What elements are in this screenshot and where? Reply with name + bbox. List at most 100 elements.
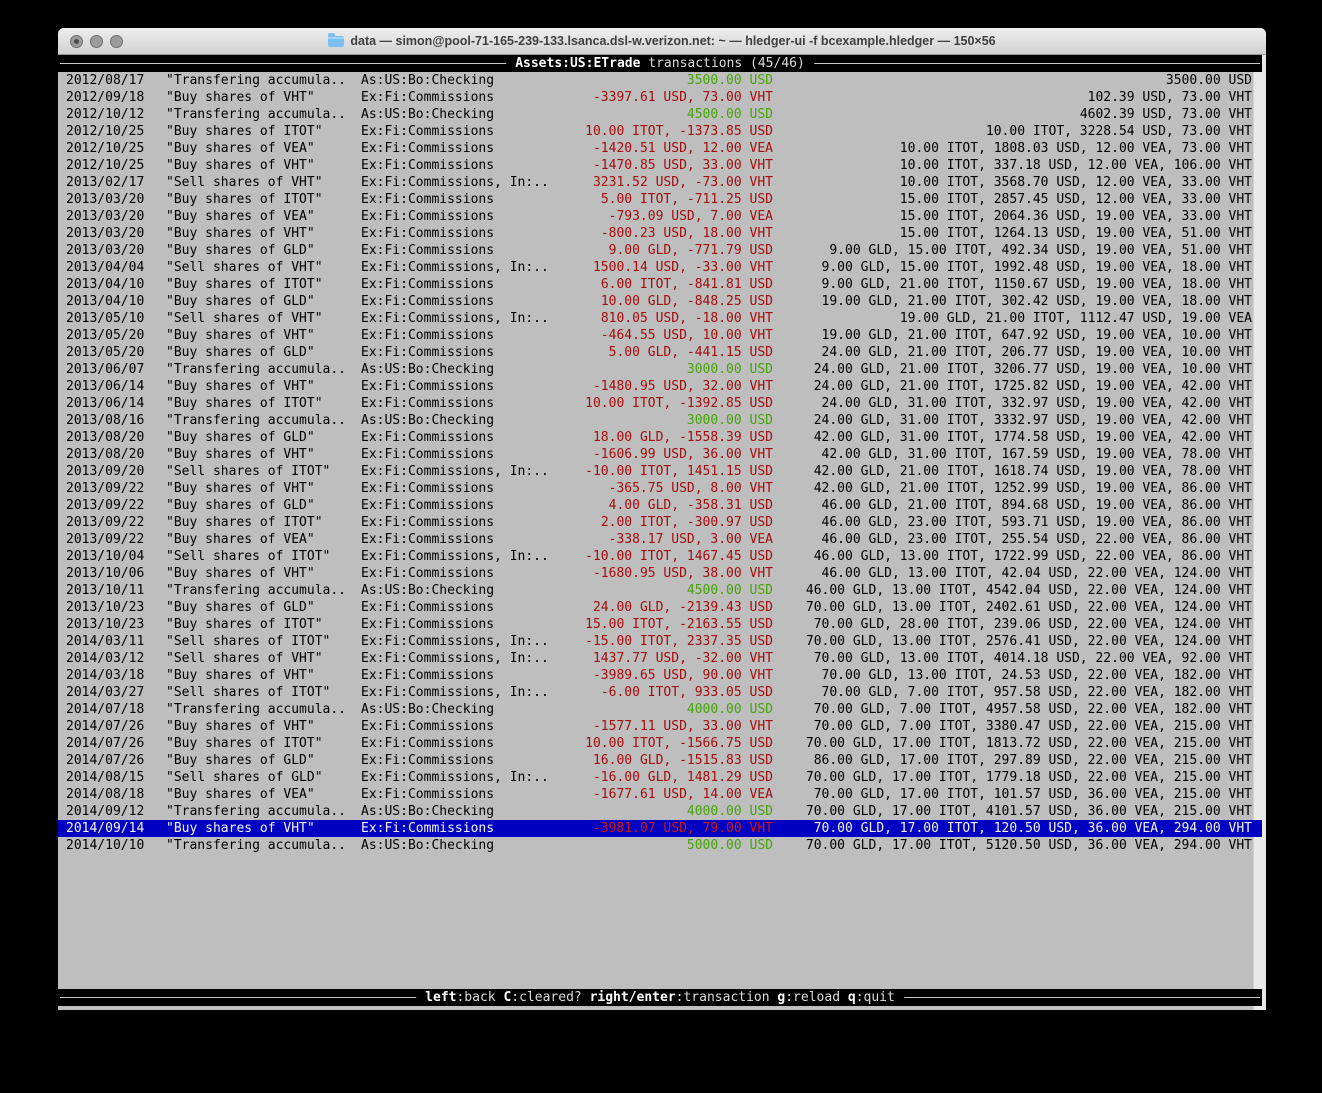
tx-change: 16.00 GLD, -1515.83 USD: [592, 753, 773, 768]
tx-change: 18.00 GLD, -1558.39 USD: [592, 430, 773, 445]
tx-description: "Sell shares of GLD": [166, 770, 323, 785]
window-titlebar[interactable]: data — simon@pool-71-165-239-133.lsanca.…: [58, 28, 1266, 55]
transaction-row[interactable]: 2013/09/22 "Buy shares of GLD" Ex:Fi:Commi…: [58, 497, 1262, 514]
tx-description: "Transfering accumula..: [166, 583, 347, 598]
tx-date: 2014/08/18: [66, 787, 145, 802]
transaction-row[interactable]: 2014/03/18 "Buy shares of VHT" Ex:Fi:Commi…: [58, 667, 1262, 684]
transaction-row[interactable]: 2012/09/18 "Buy shares of VHT" Ex:Fi:Commi…: [58, 89, 1262, 106]
transaction-row[interactable]: 2014/07/18 "Transfering accumula.. As:US:B…: [58, 701, 1262, 718]
tx-account: Ex:Fi:Commissions: [361, 141, 495, 156]
tx-balance: 4602.39 USD, 73.00 VHT: [1079, 107, 1252, 122]
transaction-row[interactable]: 2014/07/26 "Buy shares of VHT" Ex:Fi:Commi…: [58, 718, 1262, 735]
tx-change: 10.00 ITOT, -1373.85 USD: [585, 124, 773, 139]
transaction-row[interactable]: 2014/10/10 "Transfering accumula.. As:US:B…: [58, 837, 1262, 854]
transaction-row[interactable]: 2013/05/10 "Sell shares of VHT" Ex:Fi:Comm…: [58, 310, 1262, 327]
tx-date: 2013/06/14: [66, 396, 145, 411]
tx-description: "Buy shares of VHT": [166, 379, 315, 394]
transaction-row[interactable]: 2013/09/22 "Buy shares of VHT" Ex:Fi:Commi…: [58, 480, 1262, 497]
account-name: Assets:US:ETrade: [515, 56, 641, 71]
transaction-row[interactable]: 2013/06/07 "Transfering accumula.. As:US:B…: [58, 361, 1262, 378]
tx-account: Ex:Fi:Commissions, In:..: [361, 685, 549, 700]
transaction-row[interactable]: 2014/07/26 "Buy shares of GLD" Ex:Fi:Commi…: [58, 752, 1262, 769]
transaction-row[interactable]: 2013/10/23 "Buy shares of GLD" Ex:Fi:Commi…: [58, 599, 1262, 616]
transaction-row[interactable]: 2013/09/22 "Buy shares of ITOT" Ex:Fi:Comm…: [58, 514, 1262, 531]
transaction-row[interactable]: 2013/09/20 "Sell shares of ITOT" Ex:Fi:Com…: [58, 463, 1262, 480]
transaction-row[interactable]: 2013/05/20 "Buy shares of VHT" Ex:Fi:Commi…: [58, 327, 1262, 344]
tx-change: -793.09 USD, 7.00 VEA: [608, 209, 773, 224]
header-label: Assets:US:ETrade transactions (45/46): [506, 55, 814, 72]
tx-date: 2014/09/14: [66, 821, 145, 836]
transaction-row[interactable]: 2013/03/20 "Buy shares of GLD" Ex:Fi:Commi…: [58, 242, 1262, 259]
transaction-row[interactable]: 2013/10/23 "Buy shares of ITOT" Ex:Fi:Comm…: [58, 616, 1262, 633]
transaction-row[interactable]: 2012/08/17 "Transfering accumula.. As:US:B…: [58, 72, 1262, 89]
transaction-row[interactable]: 2013/03/20 "Buy shares of ITOT" Ex:Fi:Comm…: [58, 191, 1262, 208]
tx-date: 2013/09/22: [66, 515, 145, 530]
minimize-button[interactable]: [90, 34, 103, 48]
tx-balance: 46.00 GLD, 23.00 ITOT, 255.54 USD, 22.00…: [821, 532, 1252, 547]
tx-change: 4500.00 USD: [686, 107, 773, 122]
tx-change: -1677.61 USD, 14.00 VEA: [592, 787, 773, 802]
transaction-row[interactable]: 2014/03/11 "Sell shares of ITOT" Ex:Fi:Com…: [58, 633, 1262, 650]
transaction-row[interactable]: 2013/08/20 "Buy shares of GLD" Ex:Fi:Commi…: [58, 429, 1262, 446]
tx-change: -365.75 USD, 8.00 VHT: [608, 481, 773, 496]
transaction-row[interactable]: 2014/07/26 "Buy shares of ITOT" Ex:Fi:Comm…: [58, 735, 1262, 752]
scrollbar-track[interactable]: [1253, 55, 1266, 1010]
transaction-row[interactable]: 2013/08/20 "Buy shares of VHT" Ex:Fi:Commi…: [58, 446, 1262, 463]
transaction-row[interactable]: 2013/04/04 "Sell shares of VHT" Ex:Fi:Comm…: [58, 259, 1262, 276]
tx-date: 2013/02/17: [66, 175, 145, 190]
tx-account: As:US:Bo:Checking: [361, 107, 495, 122]
tx-account: Ex:Fi:Commissions: [361, 821, 495, 836]
tx-account: As:US:Bo:Checking: [361, 362, 495, 377]
traffic-lights: [70, 28, 123, 54]
transaction-row[interactable]: 2013/04/10 "Buy shares of GLD" Ex:Fi:Commi…: [58, 293, 1262, 310]
tx-account: Ex:Fi:Commissions: [361, 532, 495, 547]
transaction-row[interactable]: 2014/08/15 "Sell shares of GLD" Ex:Fi:Comm…: [58, 769, 1262, 786]
transaction-row[interactable]: 2014/03/12 "Sell shares of VHT" Ex:Fi:Comm…: [58, 650, 1262, 667]
transaction-row[interactable]: 2013/02/17 "Sell shares of VHT" Ex:Fi:Comm…: [58, 174, 1262, 191]
tx-date: 2012/10/12: [66, 107, 145, 122]
transaction-row[interactable]: 2013/05/20 "Buy shares of GLD" Ex:Fi:Commi…: [58, 344, 1262, 361]
transaction-row-selected[interactable]: 2014/09/14 "Buy shares of VHT" Ex:Fi:Commi…: [58, 820, 1262, 837]
tx-description: "Buy shares of VHT": [166, 821, 315, 836]
transaction-row[interactable]: 2014/08/18 "Buy shares of VEA" Ex:Fi:Commi…: [58, 786, 1262, 803]
key-hint-key: q: [847, 990, 856, 1005]
tx-account: Ex:Fi:Commissions, In:..: [361, 175, 549, 190]
zoom-button[interactable]: [110, 34, 123, 48]
tx-description: "Transfering accumula..: [166, 73, 347, 88]
tx-description: "Sell shares of ITOT": [166, 464, 331, 479]
transaction-row[interactable]: 2013/04/10 "Buy shares of ITOT" Ex:Fi:Comm…: [58, 276, 1262, 293]
close-button[interactable]: [70, 34, 83, 48]
transaction-row[interactable]: 2014/03/27 "Sell shares of ITOT" Ex:Fi:Com…: [58, 684, 1262, 701]
transaction-row[interactable]: 2013/06/14 "Buy shares of VHT" Ex:Fi:Commi…: [58, 378, 1262, 395]
tx-date: 2013/08/20: [66, 430, 145, 445]
transaction-row[interactable]: 2013/03/20 "Buy shares of VHT" Ex:Fi:Commi…: [58, 225, 1262, 242]
tx-account: Ex:Fi:Commissions: [361, 736, 495, 751]
tx-account: Ex:Fi:Commissions: [361, 498, 495, 513]
transaction-row[interactable]: 2013/10/04 "Sell shares of ITOT" Ex:Fi:Com…: [58, 548, 1262, 565]
transaction-row[interactable]: 2012/10/25 "Buy shares of ITOT" Ex:Fi:Comm…: [58, 123, 1262, 140]
tx-date: 2013/04/04: [66, 260, 145, 275]
transaction-row[interactable]: 2012/10/12 "Transfering accumula.. As:US:B…: [58, 106, 1262, 123]
tx-balance: 24.00 GLD, 31.00 ITOT, 3332.97 USD, 19.0…: [813, 413, 1252, 428]
transaction-row[interactable]: 2014/09/12 "Transfering accumula.. As:US:B…: [58, 803, 1262, 820]
tx-account: Ex:Fi:Commissions: [361, 430, 495, 445]
tx-description: "Transfering accumula..: [166, 362, 347, 377]
transaction-row[interactable]: 2013/03/20 "Buy shares of VEA" Ex:Fi:Commi…: [58, 208, 1262, 225]
tx-description: "Transfering accumula..: [166, 702, 347, 717]
transaction-row[interactable]: 2012/10/25 "Buy shares of VEA" Ex:Fi:Commi…: [58, 140, 1262, 157]
transaction-row[interactable]: 2013/06/14 "Buy shares of ITOT" Ex:Fi:Comm…: [58, 395, 1262, 412]
tx-description: "Buy shares of GLD": [166, 600, 315, 615]
transaction-row[interactable]: 2013/08/16 "Transfering accumula.. As:US:B…: [58, 412, 1262, 429]
tx-change: 9.00 GLD, -771.79 USD: [608, 243, 773, 258]
tx-description: "Buy shares of VEA": [166, 787, 315, 802]
transaction-row[interactable]: 2013/10/11 "Transfering accumula.. As:US:B…: [58, 582, 1262, 599]
tx-change: -15.00 ITOT, 2337.35 USD: [585, 634, 773, 649]
tx-balance: 19.00 GLD, 21.00 ITOT, 647.92 USD, 19.00…: [821, 328, 1252, 343]
transaction-row[interactable]: 2013/09/22 "Buy shares of VEA" Ex:Fi:Commi…: [58, 531, 1262, 548]
transaction-row[interactable]: 2013/10/06 "Buy shares of VHT" Ex:Fi:Commi…: [58, 565, 1262, 582]
tx-date: 2013/04/10: [66, 294, 145, 309]
transaction-row[interactable]: 2012/10/25 "Buy shares of VHT" Ex:Fi:Commi…: [58, 157, 1262, 174]
tx-account: Ex:Fi:Commissions, In:..: [361, 260, 549, 275]
tx-account: Ex:Fi:Commissions: [361, 158, 495, 173]
tx-change: 6.00 ITOT, -841.81 USD: [600, 277, 773, 292]
